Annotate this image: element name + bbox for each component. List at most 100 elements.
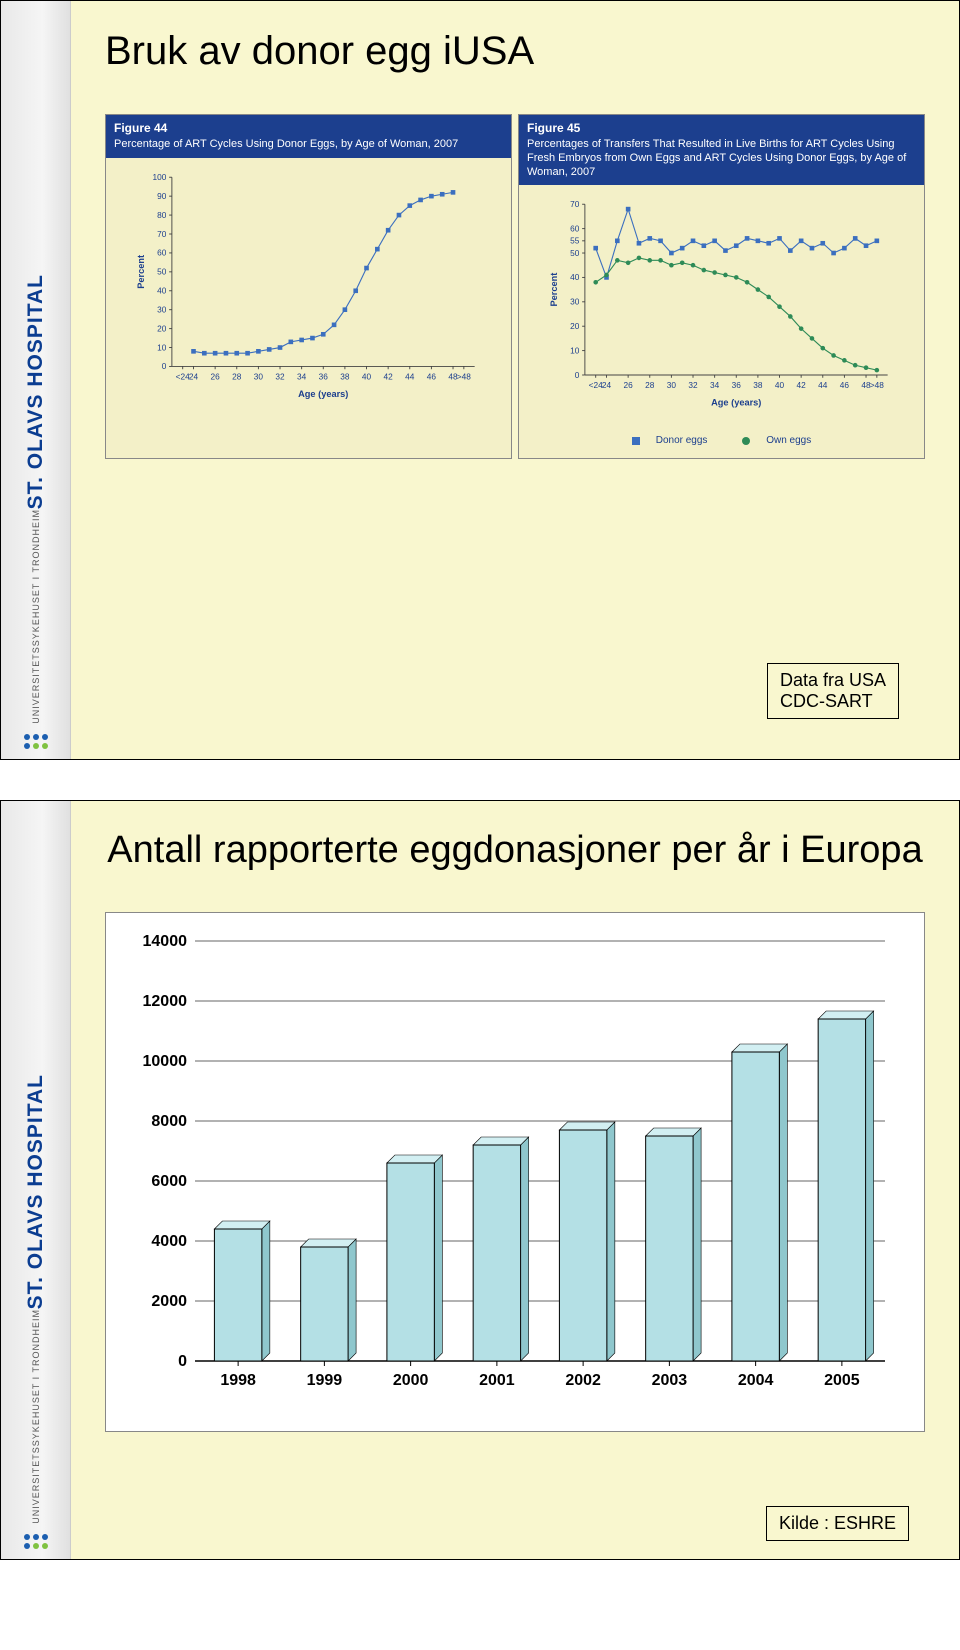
svg-text:40: 40 — [570, 272, 580, 282]
svg-text:30: 30 — [667, 380, 677, 390]
svg-text:2001: 2001 — [479, 1372, 515, 1389]
svg-text:0: 0 — [178, 1353, 187, 1370]
svg-text:0: 0 — [162, 361, 167, 371]
svg-text:38: 38 — [753, 380, 763, 390]
svg-text:>48: >48 — [870, 380, 884, 390]
svg-text:1999: 1999 — [307, 1372, 343, 1389]
svg-text:Percent: Percent — [136, 255, 146, 289]
svg-text:40: 40 — [362, 371, 372, 381]
slide-2: ST. OLAVS HOSPITAL UNIVERSITETSSYKEHUSET… — [0, 800, 960, 1560]
figure-45: Figure 45 Percentages of Transfers That … — [518, 114, 925, 459]
slide-title: Bruk av donor egg iUSA — [105, 29, 925, 74]
slide-1: ST. OLAVS HOSPITAL UNIVERSITETSSYKEHUSET… — [0, 0, 960, 760]
svg-text:42: 42 — [797, 380, 807, 390]
figure-44-body: 0 10 20 30 40 50 60 70 80 90 100 <2424 26 28 30 32 34 36 3… — [106, 158, 511, 459]
svg-text:20: 20 — [570, 321, 580, 331]
svg-text:30: 30 — [254, 371, 264, 381]
svg-text:>48: >48 — [457, 371, 471, 381]
figure-45-body: 01020304050607055<2424262830323436384042… — [519, 185, 924, 458]
svg-text:34: 34 — [710, 380, 720, 390]
svg-text:2005: 2005 — [824, 1372, 860, 1389]
svg-text:2000: 2000 — [151, 1293, 187, 1310]
hospital-logo: ST. OLAVS HOSPITAL — [24, 274, 47, 509]
svg-text:24: 24 — [189, 371, 199, 381]
sidebar: ST. OLAVS HOSPITAL UNIVERSITETSSYKEHUSET… — [1, 1, 71, 759]
hospital-logo: ST. OLAVS HOSPITAL — [24, 1074, 47, 1309]
caption-line1: Data fra USACDC-SART — [780, 670, 886, 711]
bar-chart-container: 0 2000 4000 6000 8000 10000 12000 14000 1998 1999… — [105, 912, 925, 1432]
figure-45-legend: Donor eggs Own eggs — [527, 435, 916, 452]
legend-own: Own eggs — [734, 435, 819, 446]
svg-text:32: 32 — [275, 371, 285, 381]
bar-chart: 0 2000 4000 6000 8000 10000 12000 14000 1998 1999… — [124, 931, 906, 1401]
svg-text:80: 80 — [157, 210, 167, 220]
caption-box: Data fra USACDC-SART — [767, 663, 899, 719]
figure-44-label: Figure 44 — [114, 121, 503, 136]
svg-text:<24: <24 — [589, 380, 603, 390]
figure-45-header: Figure 45 Percentages of Transfers That … — [519, 115, 924, 185]
svg-text:32: 32 — [688, 380, 698, 390]
svg-text:10: 10 — [570, 346, 580, 356]
svg-text:4000: 4000 — [151, 1233, 187, 1250]
svg-text:40: 40 — [775, 380, 785, 390]
svg-text:38: 38 — [340, 371, 350, 381]
svg-text:2003: 2003 — [652, 1372, 688, 1389]
slide-title: Antall rapporterte eggdonasjoner per år … — [105, 829, 925, 872]
svg-text:26: 26 — [211, 371, 221, 381]
figure-44: Figure 44 Percentage of ART Cycles Using… — [105, 114, 512, 459]
svg-text:2004: 2004 — [738, 1372, 774, 1389]
svg-text:8000: 8000 — [151, 1113, 187, 1130]
svg-text:24: 24 — [602, 380, 612, 390]
svg-text:2000: 2000 — [393, 1372, 429, 1389]
svg-text:28: 28 — [232, 371, 242, 381]
svg-text:40: 40 — [157, 285, 167, 295]
svg-text:36: 36 — [732, 380, 742, 390]
slide-content: Antall rapporterte eggdonasjoner per år … — [71, 801, 959, 1559]
brand-dots — [24, 734, 48, 749]
svg-text:34: 34 — [297, 371, 307, 381]
chart-44: 0 10 20 30 40 50 60 70 80 90 100 <2424 26 28 30 32 34 36 3… — [114, 168, 503, 408]
svg-text:30: 30 — [570, 297, 580, 307]
svg-text:90: 90 — [157, 191, 167, 201]
figures-row: Figure 44 Percentage of ART Cycles Using… — [105, 114, 925, 459]
hospital-subtitle: UNIVERSITETSSYKEHUSET I TRONDHEIM — [31, 509, 41, 724]
svg-text:70: 70 — [570, 199, 580, 209]
svg-text:50: 50 — [570, 248, 580, 258]
brand-dots — [24, 1534, 48, 1549]
svg-text:60: 60 — [157, 247, 167, 257]
figure-45-label: Figure 45 — [527, 121, 916, 136]
hospital-subtitle: UNIVERSITETSSYKEHUSET I TRONDHEIM — [31, 1309, 41, 1524]
svg-text:Age (years): Age (years) — [298, 389, 348, 399]
svg-text:100: 100 — [153, 172, 167, 182]
svg-text:10: 10 — [157, 342, 167, 352]
svg-text:70: 70 — [157, 229, 167, 239]
svg-text:14000: 14000 — [143, 933, 188, 950]
svg-text:2002: 2002 — [565, 1372, 601, 1389]
svg-text:42: 42 — [384, 371, 394, 381]
sidebar: ST. OLAVS HOSPITAL UNIVERSITETSSYKEHUSET… — [1, 801, 71, 1559]
svg-text:10000: 10000 — [143, 1053, 188, 1070]
svg-text:Age (years): Age (years) — [711, 398, 761, 408]
slide-content: Bruk av donor egg iUSA Figure 44 Percent… — [71, 1, 959, 759]
svg-text:12000: 12000 — [143, 993, 188, 1010]
svg-text:20: 20 — [157, 323, 167, 333]
svg-text:44: 44 — [405, 371, 415, 381]
legend-donor: Donor eggs — [624, 435, 716, 446]
chart-45: 01020304050607055<2424262830323436384042… — [527, 195, 916, 435]
figure-44-desc: Percentage of ART Cycles Using Donor Egg… — [114, 138, 458, 150]
svg-text:44: 44 — [818, 380, 828, 390]
svg-text:36: 36 — [319, 371, 329, 381]
svg-text:<24: <24 — [176, 371, 190, 381]
figure-44-header: Figure 44 Percentage of ART Cycles Using… — [106, 115, 511, 158]
svg-text:0: 0 — [575, 370, 580, 380]
svg-text:46: 46 — [840, 380, 850, 390]
svg-text:6000: 6000 — [151, 1173, 187, 1190]
svg-text:50: 50 — [157, 266, 167, 276]
caption-box: Kilde : ESHRE — [766, 1506, 909, 1541]
caption-text: Kilde : ESHRE — [779, 1513, 896, 1533]
svg-text:60: 60 — [570, 224, 580, 234]
svg-text:Percent: Percent — [549, 273, 559, 307]
svg-text:1998: 1998 — [220, 1372, 256, 1389]
figure-45-desc: Percentages of Transfers That Resulted i… — [527, 138, 906, 178]
svg-text:30: 30 — [157, 304, 167, 314]
